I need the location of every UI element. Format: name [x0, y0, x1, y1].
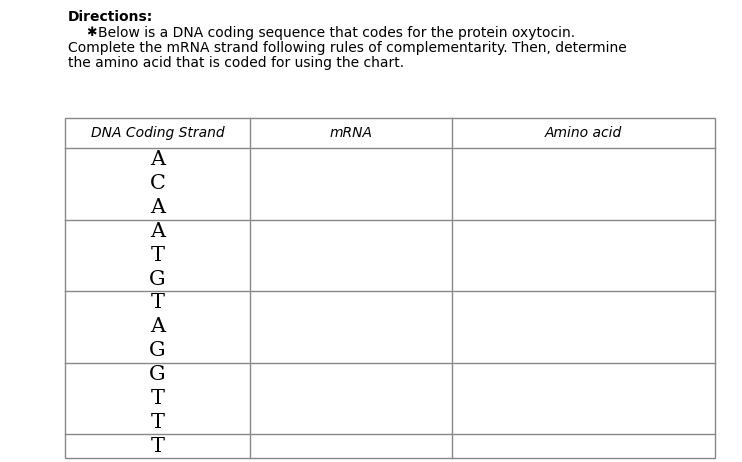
Text: Complete the mRNA strand following rules of complementarity. Then, determine: Complete the mRNA strand following rules…	[68, 41, 627, 55]
Text: T: T	[151, 293, 165, 312]
Text: T: T	[151, 389, 165, 408]
Text: A: A	[150, 222, 165, 241]
Text: DNA Coding Strand: DNA Coding Strand	[91, 126, 224, 140]
Text: A: A	[150, 198, 165, 217]
Text: A: A	[150, 151, 165, 170]
Text: G: G	[149, 365, 166, 384]
Text: the amino acid that is coded for using the chart.: the amino acid that is coded for using t…	[68, 56, 404, 70]
Bar	[65, 118, 715, 458]
Text: Directions:: Directions:	[68, 10, 154, 24]
Text: A: A	[150, 317, 165, 336]
Text: Amino acid: Amino acid	[545, 126, 622, 140]
Text: ✱: ✱	[86, 26, 96, 39]
Text: T: T	[151, 246, 165, 265]
Text: Below is a DNA coding sequence that codes for the protein oxytocin.: Below is a DNA coding sequence that code…	[98, 26, 575, 40]
Text: G: G	[149, 341, 166, 360]
Text: C: C	[150, 174, 165, 193]
Text: T: T	[151, 413, 165, 432]
Text: G: G	[149, 270, 166, 289]
Text: mRNA: mRNA	[329, 126, 372, 140]
Text: T: T	[151, 437, 165, 456]
